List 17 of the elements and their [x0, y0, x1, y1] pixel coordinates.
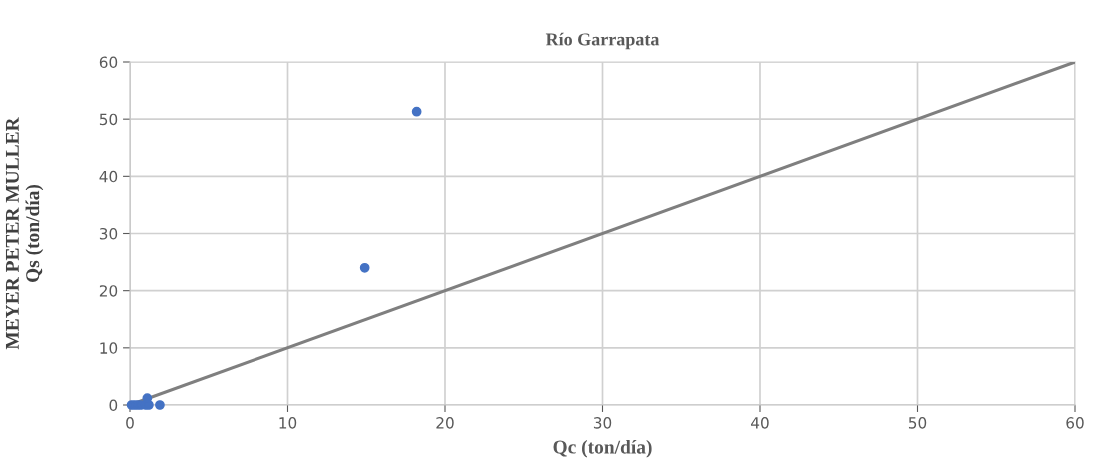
x-axis-title: Qc (ton/día) [553, 439, 652, 458]
y-tick-label: 50 [99, 113, 118, 126]
y-tick-label: 20 [99, 285, 118, 297]
x-tick-label: 30 [593, 417, 612, 429]
y-tick-label: 0 [109, 399, 118, 412]
chart-title: Río Garrapata [545, 32, 660, 50]
x-tick-label: 10 [279, 417, 297, 429]
x-tick-label: 50 [908, 417, 927, 429]
x-tick-label: 0 [126, 417, 134, 429]
x-tick-label: 40 [751, 417, 769, 429]
y-tick-label: 40 [99, 170, 118, 183]
y-tick-label: 10 [100, 342, 118, 354]
y-axis-title: MEYER PETER MULLER Qs (ton/día) [5, 117, 44, 350]
y-tick-label: 30 [99, 227, 118, 240]
y-tick-label: 60 [99, 56, 118, 69]
x-tick-label: 60 [1066, 417, 1084, 429]
x-tick-label: 20 [436, 417, 454, 429]
